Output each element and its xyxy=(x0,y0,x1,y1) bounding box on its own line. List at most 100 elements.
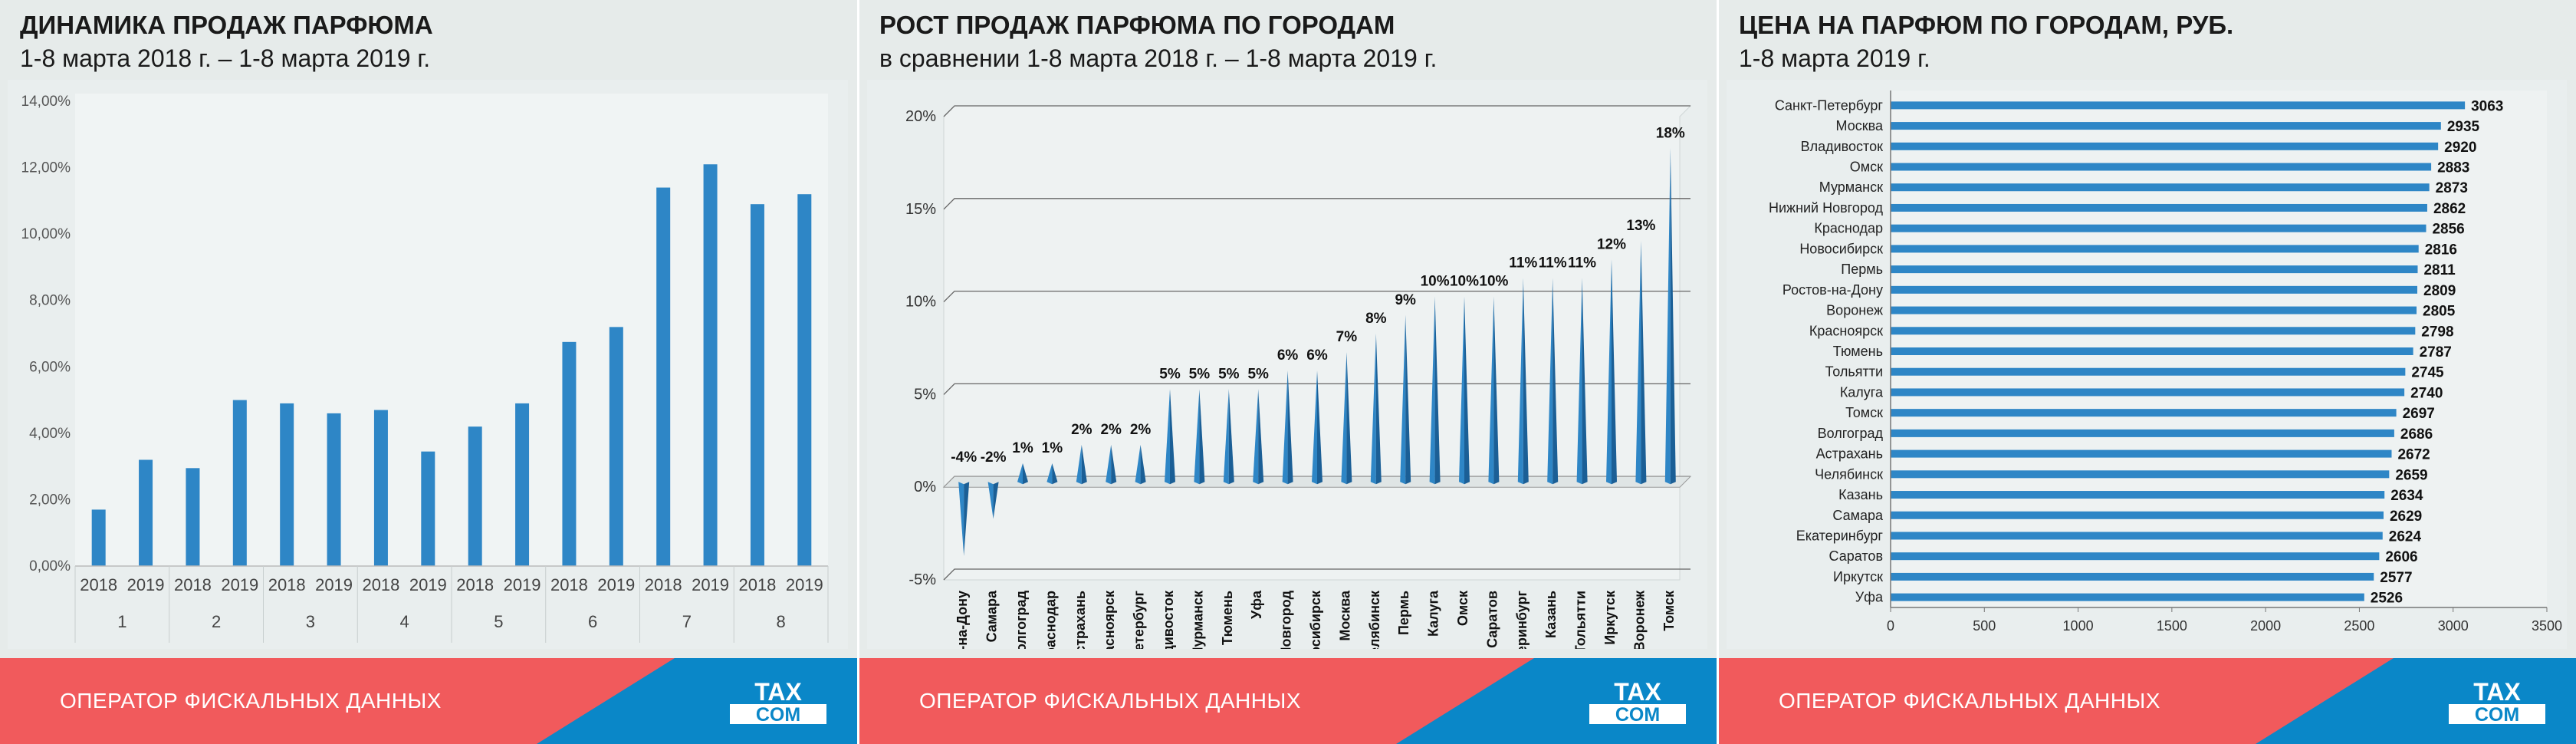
cone-bar-shade xyxy=(993,482,999,519)
y-category-label: Мурманск xyxy=(1819,179,1883,195)
cone-bar xyxy=(1547,278,1553,485)
y-category-label: Самара xyxy=(1832,508,1884,523)
bar xyxy=(1891,388,2405,397)
data-label: -4% xyxy=(951,449,977,466)
data-label: 2856 xyxy=(2432,222,2464,238)
cone-bar xyxy=(1282,370,1288,485)
y-category-label: Пермь xyxy=(1841,262,1883,277)
y-tick-label: 6,00% xyxy=(29,359,71,375)
y-category-label: Москва xyxy=(1836,118,1884,133)
cone-bar xyxy=(1429,296,1435,485)
bar xyxy=(1891,491,2385,499)
x-tick-label: Саратов xyxy=(1484,591,1500,648)
cone-bar xyxy=(1488,296,1494,485)
x-tick-label: 1000 xyxy=(2063,618,2094,634)
taxcom-logo: TAX COM xyxy=(724,677,833,726)
data-label: 2526 xyxy=(2371,591,2403,607)
bar xyxy=(1891,593,2364,601)
cone-bar xyxy=(1370,333,1376,485)
gridline xyxy=(943,198,1691,210)
x-tick-label: Краснодар xyxy=(1043,591,1058,649)
bar xyxy=(750,204,764,566)
plot-area xyxy=(75,94,828,566)
y-category-label: Уфа xyxy=(1855,590,1884,605)
data-label: 2873 xyxy=(2436,180,2468,196)
y-tick-label: 20% xyxy=(905,108,936,125)
cone-bar xyxy=(1635,241,1641,485)
data-label: 10% xyxy=(1421,274,1450,290)
x-tick-label: 2019 xyxy=(221,575,258,594)
y-tick-label: -5% xyxy=(909,571,936,588)
x-tick-label: Москва xyxy=(1337,590,1352,641)
y-tick-label: 10% xyxy=(905,294,936,311)
data-label: 2577 xyxy=(2380,570,2412,586)
y-tick-label: 0,00% xyxy=(29,558,71,574)
cone-bar xyxy=(987,482,994,519)
data-label: 2% xyxy=(1100,422,1122,438)
panel-title: РОСТ ПРОДАЖ ПАРФЮМА ПО ГОРОДАМ xyxy=(879,11,1395,39)
cone-bar xyxy=(1459,296,1464,485)
cone-bar-shade xyxy=(1346,352,1352,485)
group-label: 1 xyxy=(117,612,127,631)
y-category-label: Казань xyxy=(1838,487,1883,502)
x-tick-label: Самара xyxy=(984,590,1000,642)
cone-bar xyxy=(1194,389,1200,485)
cone-bar xyxy=(958,482,964,556)
panel-title: ДИНАМИКА ПРОДАЖ ПАРФЮМА xyxy=(20,11,433,39)
cone-bar xyxy=(1017,463,1023,485)
x-tick-label: 2019 xyxy=(127,575,165,594)
x-tick-label: 2019 xyxy=(315,575,353,594)
y-category-label: Нижний Новгород xyxy=(1769,200,1884,216)
chart-area: -5% 0% 5% 10% 15% 20% -4% Ростов-на-Дону -2% Сама… xyxy=(867,80,1707,649)
data-label: 11% xyxy=(1568,255,1596,271)
data-label: 11% xyxy=(1509,255,1537,271)
data-label: 6% xyxy=(1306,347,1328,364)
cone-bar-shade xyxy=(1023,463,1028,485)
group-label: 8 xyxy=(777,612,786,631)
data-label: 2811 xyxy=(2423,262,2456,278)
bar xyxy=(1891,163,2432,171)
bar xyxy=(562,341,577,566)
x-tick-label: Тюмень xyxy=(1220,591,1235,645)
y-category-label: Омск xyxy=(1850,160,1883,175)
y-category-label: Тольятти xyxy=(1825,364,1883,380)
x-tick-label: Челябинск xyxy=(1367,590,1382,649)
bar xyxy=(1891,532,2383,540)
gridline xyxy=(943,383,1691,395)
data-label: 2740 xyxy=(2410,385,2443,401)
data-label: 3063 xyxy=(2471,98,2503,114)
x-tick-label: 2018 xyxy=(456,575,494,594)
x-tick-label: 2018 xyxy=(80,575,117,594)
y-category-label: Иркутск xyxy=(1833,569,1883,584)
cone-bar-shade xyxy=(1612,259,1617,485)
bar xyxy=(468,426,482,566)
footer-banner: ОПЕРАТОР ФИСКАЛЬНЫХ ДАННЫХ TAX COM xyxy=(859,658,1717,744)
group-label: 4 xyxy=(400,612,409,631)
data-label: 10% xyxy=(1479,274,1508,290)
y-category-label: Новосибирск xyxy=(1799,241,1883,256)
data-label: 2686 xyxy=(2400,426,2433,443)
y-tick-label: 2,00% xyxy=(29,492,71,508)
data-label: 2805 xyxy=(2423,304,2456,320)
data-label: 2624 xyxy=(2389,528,2422,545)
data-label: 5% xyxy=(1159,366,1181,382)
panel-subtitle: 1-8 марта 2018 г. – 1-8 марта 2019 г. xyxy=(20,44,431,72)
y-category-label: Краснодар xyxy=(1814,221,1883,236)
x-tick-label: Екатеринбург xyxy=(1514,591,1530,649)
data-label: 5% xyxy=(1218,366,1240,382)
bar xyxy=(1891,327,2416,335)
logo-text-bottom: COM xyxy=(1615,704,1660,726)
bar xyxy=(656,187,671,567)
x-tick-label: Уфа xyxy=(1249,590,1264,619)
taxcom-logo: TAX COM xyxy=(2443,677,2551,726)
bar xyxy=(1891,367,2406,376)
cone-bar xyxy=(1223,389,1229,485)
bar xyxy=(515,403,530,566)
price-by-city-chart: Санкт-Петербург 3063 Москва 2935 Владивосток… xyxy=(1769,91,2562,634)
footer-text: ОПЕРАТОР ФИСКАЛЬНЫХ ДАННЫХ xyxy=(919,689,1301,713)
panel-price-by-city: ЦЕНА НА ПАРФЮМ ПО ГОРОДАМ, РУБ. 1-8 март… xyxy=(1719,0,2576,744)
x-tick-label: Томск xyxy=(1661,590,1677,631)
data-label: 2659 xyxy=(2395,467,2427,483)
x-tick-label: Иркутск xyxy=(1602,590,1618,645)
data-label: 18% xyxy=(1656,125,1685,141)
